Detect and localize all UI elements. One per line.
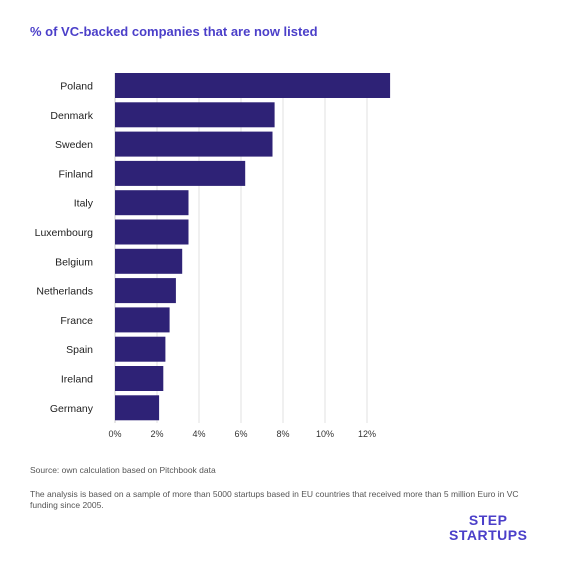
category-label: Netherlands: [36, 286, 93, 298]
bar: [115, 131, 273, 157]
x-tick-label: 8%: [276, 429, 289, 439]
x-tick-label: 0%: [108, 429, 121, 439]
methodology-note: The analysis is based on a sample of mor…: [30, 489, 519, 510]
bar: [115, 248, 183, 274]
bar: [115, 190, 189, 216]
step-startups-logo: STEP STARTUPS: [449, 513, 527, 543]
bar-chart: 0% 2% 4% 6% 8% 10% 12% Poland Denmark Sweden Finla…: [35, 73, 391, 439]
bar: [115, 102, 275, 128]
bar: [115, 219, 189, 245]
category-label: Sweden: [55, 139, 93, 151]
category-label: France: [60, 315, 93, 327]
bar: [115, 160, 246, 186]
x-tick-label: 4%: [192, 429, 205, 439]
bar: [115, 73, 391, 98]
bar: [115, 278, 176, 304]
bar: [115, 366, 164, 391]
x-tick-label: 6%: [234, 429, 247, 439]
logo-line-2: STARTUPS: [449, 527, 528, 543]
source-note: Source: own calculation based on Pitchbo…: [30, 465, 216, 475]
bar: [115, 395, 160, 421]
category-label: Belgium: [55, 256, 93, 268]
category-label: Luxembourg: [35, 227, 94, 239]
chart-title: % of VC-backed companies that are now li…: [30, 24, 318, 39]
category-label: Italy: [74, 198, 94, 210]
logo-line-1: STEP: [468, 512, 508, 528]
x-tick-label: 10%: [316, 429, 334, 439]
category-label: Germany: [50, 403, 94, 415]
category-label: Denmark: [50, 110, 93, 122]
category-label: Spain: [66, 344, 93, 356]
x-tick-label: 2%: [150, 429, 163, 439]
category-label: Poland: [60, 81, 93, 93]
bar: [115, 336, 166, 362]
category-label: Ireland: [61, 374, 93, 386]
x-tick-label: 12%: [358, 429, 376, 439]
bar: [115, 307, 170, 333]
category-label: Finland: [59, 168, 94, 180]
